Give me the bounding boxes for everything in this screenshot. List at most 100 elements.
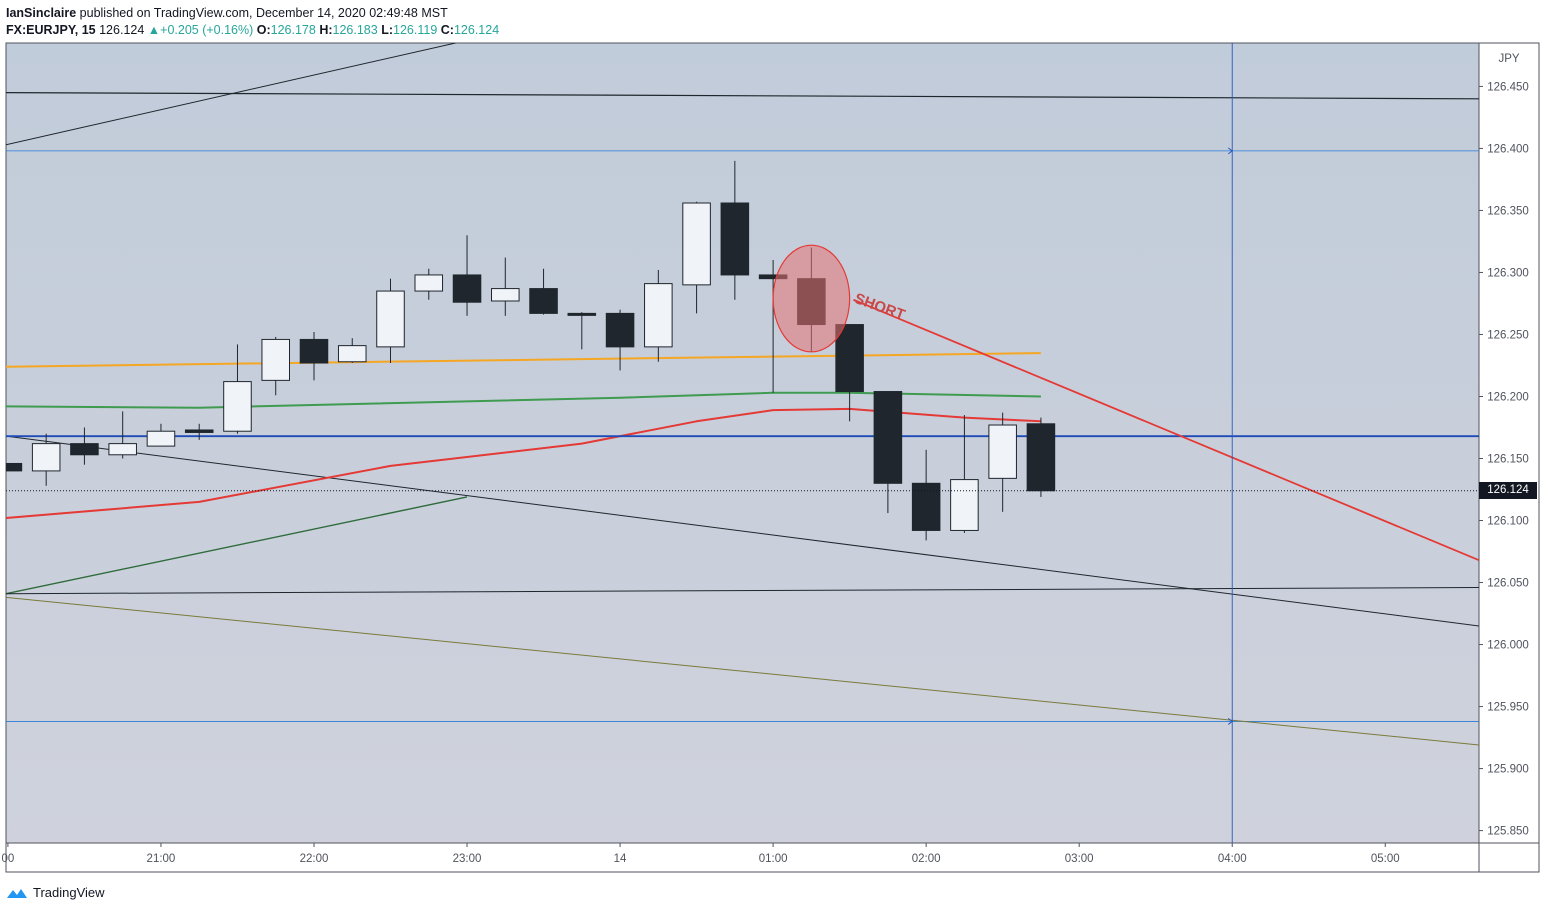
candle	[835, 324, 864, 422]
x-tick-label: 23:00	[453, 853, 482, 865]
candle	[70, 427, 99, 465]
candle	[108, 411, 137, 459]
candle-body	[299, 338, 329, 364]
candle	[337, 338, 367, 363]
candle-body	[873, 391, 903, 484]
candle	[873, 391, 903, 514]
candle	[988, 412, 1017, 512]
publish-header: IanSinclaire published on TradingView.co…	[6, 4, 448, 22]
chart-frame	[5, 42, 1540, 873]
trendline-rising-green	[6, 496, 468, 595]
candle-body	[567, 312, 597, 316]
y-tick-label: 126.150	[1487, 454, 1529, 466]
y-tick-label: 125.850	[1487, 826, 1529, 838]
symbol-label[interactable]: FX:EURJPY, 15	[6, 23, 96, 37]
y-tick-label: 126.450	[1487, 81, 1529, 93]
vline-marker	[1227, 147, 1234, 155]
candle-body	[529, 288, 558, 314]
candle-body	[31, 443, 61, 472]
x-tick-label: 22:00	[300, 853, 329, 865]
candle-body	[835, 324, 864, 393]
series-ema-orange	[6, 352, 1041, 368]
symbol-legend: FX:EURJPY, 15 126.124 ▲+0.205 (+0.16%) O…	[6, 21, 499, 39]
candle-body	[605, 312, 635, 348]
candle-body	[376, 290, 405, 348]
trendline-olive	[6, 596, 1479, 746]
x-tick-label: 01:00	[759, 853, 788, 865]
tradingview-brand-text: TradingView	[33, 885, 105, 900]
candle-body	[950, 479, 979, 531]
open-value: 126.178	[270, 23, 316, 37]
candle	[261, 336, 291, 396]
y-tick-label: 126.250	[1487, 329, 1529, 341]
x-tick-label: 14	[614, 853, 627, 865]
candle	[529, 268, 558, 315]
candle-body	[414, 274, 444, 292]
candle	[6, 462, 23, 472]
last-price-text: 126.124	[99, 23, 145, 37]
candle	[184, 423, 214, 440]
candle	[605, 309, 635, 371]
low-value: 126.119	[393, 23, 438, 37]
candle	[491, 257, 520, 316]
candle	[414, 268, 444, 300]
y-tick-label: 126.050	[1487, 578, 1529, 590]
candle-body	[452, 274, 482, 303]
x-tick-label: 21:00	[147, 853, 176, 865]
candle-body	[1026, 423, 1056, 492]
close-value: 126.124	[453, 23, 500, 37]
candle-body	[108, 443, 137, 456]
trendline-top-black	[6, 92, 1479, 100]
candle	[299, 331, 329, 381]
candle-body	[6, 462, 23, 472]
candle	[720, 160, 750, 300]
short-projection-red	[853, 298, 1479, 562]
series-ema-red	[6, 407, 1041, 519]
currency-label: JPY	[1498, 53, 1519, 65]
candle-body	[261, 338, 291, 381]
candle-body	[223, 381, 252, 432]
footer-brand[interactable]: TradingView	[6, 885, 105, 900]
x-tick-label: 04:00	[1218, 853, 1247, 865]
candle	[950, 415, 979, 533]
hline-126045	[6, 586, 1479, 595]
y-tick-label: 126.350	[1487, 205, 1529, 217]
candle-body	[184, 429, 214, 433]
high-value: 126.183	[332, 23, 378, 37]
trendline-rising-thin	[6, 43, 456, 146]
change-arrow-icon: ▲	[147, 23, 161, 37]
low-label: L:	[381, 23, 394, 37]
candle-body	[682, 202, 711, 286]
candle	[567, 312, 597, 350]
tradingview-logo-icon	[7, 888, 27, 898]
trendline-falling-black	[6, 435, 1479, 627]
y-tick-label: 126.000	[1487, 640, 1529, 652]
x-tick-label: 00	[2, 853, 15, 865]
candle	[146, 423, 176, 447]
high-label: H:	[319, 23, 333, 37]
x-tick-label: 05:00	[1371, 853, 1400, 865]
y-tick-label: 125.900	[1487, 764, 1529, 776]
x-tick-label: 03:00	[1065, 853, 1094, 865]
candle-body	[988, 424, 1017, 479]
candle-body	[911, 482, 941, 531]
candle	[644, 269, 673, 362]
candle-body	[720, 202, 750, 276]
y-tick-label: 126.400	[1487, 143, 1529, 155]
candle-body	[491, 288, 520, 302]
price-axis-background	[1479, 43, 1539, 872]
candle	[452, 235, 482, 316]
time-axis-background	[6, 843, 1479, 872]
candle	[31, 433, 61, 486]
open-label: O:	[256, 23, 271, 37]
short-signal-ellipse	[772, 244, 851, 353]
vline-marker	[1227, 718, 1234, 725]
last-price-tag: 126.124	[1479, 482, 1537, 500]
y-tick-label: 126.200	[1487, 391, 1529, 403]
close-label: C:	[440, 23, 454, 37]
y-tick-label: 125.950	[1487, 702, 1529, 714]
author-name[interactable]: IanSinclaire	[6, 6, 77, 20]
candle-body	[70, 443, 99, 456]
published-text: published on TradingView.com, December 1…	[79, 6, 448, 20]
